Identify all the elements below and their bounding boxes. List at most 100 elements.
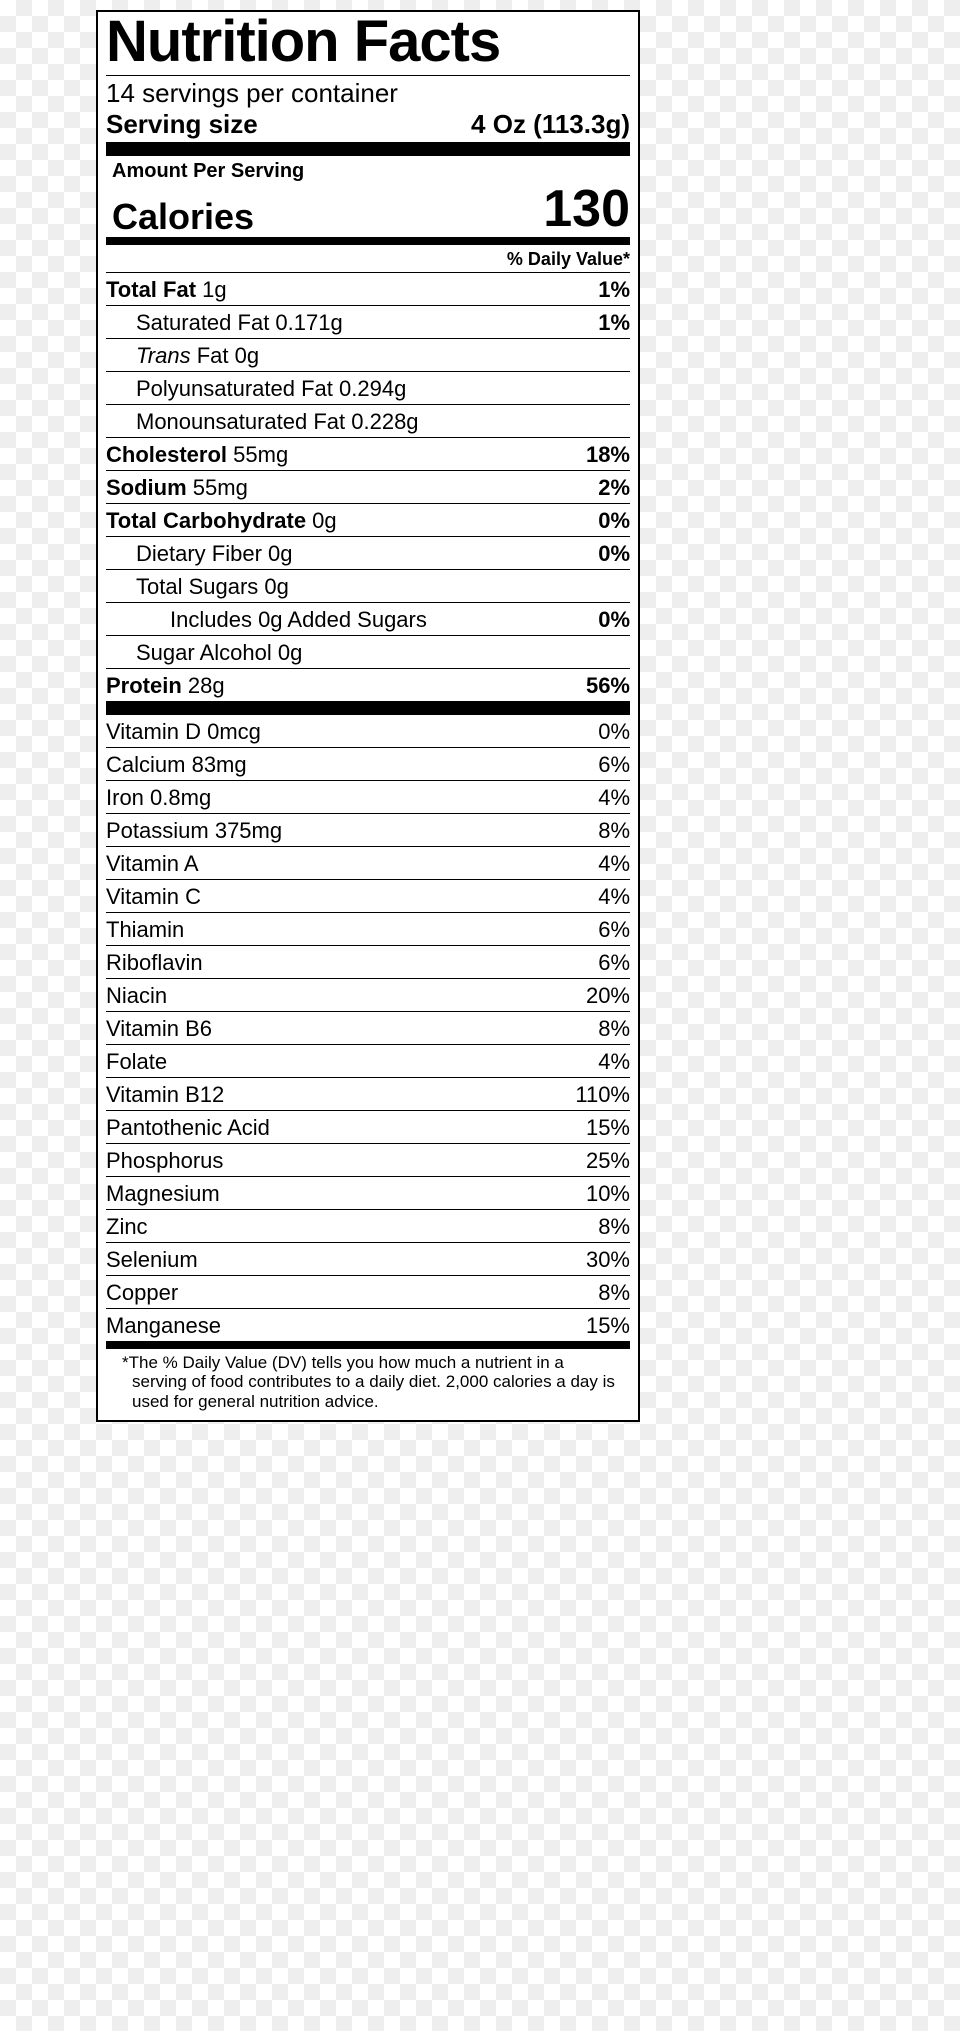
nutrient-left: Polyunsaturated Fat 0.294g [106,376,406,402]
nutrient-dv: 18% [586,442,630,468]
nutrient-name: Vitamin A [106,851,199,876]
nutrient-dv: 0% [598,508,630,534]
nutrient-left: Total Sugars 0g [106,574,289,600]
nutrient-amount: 0mcg [201,719,261,744]
nutrient-name: Trans Fat [136,343,229,368]
nutrient-dv: 6% [598,950,630,976]
nutrient-name: Pantothenic Acid [106,1115,270,1140]
macronutrient-row: Saturated Fat 0.171g1% [106,306,630,339]
nutrient-dv: 4% [598,1049,630,1075]
nutrient-left: Riboflavin [106,950,203,976]
nutrient-name: Phosphorus [106,1148,223,1173]
macronutrient-row: Monounsaturated Fat 0.228g [106,405,630,438]
micronutrient-row: Vitamin A4% [106,847,630,880]
nutrient-left: Phosphorus [106,1148,223,1174]
micronutrients-section: Vitamin D 0mcg0%Calcium 83mg6%Iron 0.8mg… [106,715,630,1341]
nutrient-left: Potassium 375mg [106,818,282,844]
micronutrient-row: Niacin20% [106,979,630,1012]
title: Nutrition Facts [106,12,630,76]
nutrient-name: Vitamin D [106,719,201,744]
divider-thick [106,701,630,715]
micronutrient-row: Phosphorus 25% [106,1144,630,1177]
nutrient-amount: 0.294g [333,376,406,401]
nutrient-name: Cholesterol [106,442,227,467]
micronutrient-row: Riboflavin 6% [106,946,630,979]
nutrient-dv: 0% [598,607,630,633]
micronutrient-row: Manganese15% [106,1309,630,1341]
nutrient-name: Sodium [106,475,187,500]
nutrient-name: Saturated Fat [136,310,269,335]
nutrient-name: Monounsaturated Fat [136,409,345,434]
nutrient-left: Magnesium [106,1181,220,1207]
nutrient-amount: 1g [196,277,227,302]
nutrient-left: Manganese [106,1313,221,1339]
nutrient-amount: 0g [306,508,337,533]
micronutrient-row: Pantothenic Acid15% [106,1111,630,1144]
nutrient-name: Total Fat [106,277,196,302]
nutrient-amount: 55mg [227,442,288,467]
macronutrients-section: Total Fat 1g1%Saturated Fat 0.171g1%Tran… [106,273,630,701]
nutrient-name: Vitamin B6 [106,1016,212,1041]
nutrient-left: Vitamin B6 [106,1016,212,1042]
nutrient-name: Manganese [106,1313,221,1338]
nutrient-left: Sugar Alcohol 0g [106,640,302,666]
nutrient-left: Protein 28g [106,673,225,699]
nutrient-name: Total Sugars [136,574,258,599]
micronutrient-row: Selenium30% [106,1243,630,1276]
micronutrient-row: Potassium 375mg 8% [106,814,630,847]
divider-medium [106,1341,630,1349]
nutrient-name: Includes [170,607,252,632]
nutrient-left: Total Fat 1g [106,277,227,303]
nutrient-left: Zinc [106,1214,148,1240]
nutrient-left: Vitamin A [106,851,199,877]
macronutrient-row: Sodium 55mg2% [106,471,630,504]
nutrient-dv: 10% [586,1181,630,1207]
nutrient-name: Riboflavin [106,950,203,975]
serving-size-value: 4 Oz (113.3g) [471,109,630,140]
nutrient-left: Monounsaturated Fat 0.228g [106,409,419,435]
nutrient-name: Copper [106,1280,178,1305]
footnote: *The % Daily Value (DV) tells you how mu… [106,1349,630,1414]
nutrient-dv: 8% [598,1280,630,1306]
amount-per-serving: Amount Per Serving [106,156,630,183]
nutrient-left: Sodium 55mg [106,475,248,501]
nutrient-left: Vitamin D 0mcg [106,719,261,745]
nutrition-facts-panel: Nutrition Facts 14 servings per containe… [96,10,640,1422]
nutrient-dv: 8% [598,818,630,844]
nutrient-dv: 25% [586,1148,630,1174]
nutrient-dv: 8% [598,1016,630,1042]
divider-thick [106,142,630,156]
calories-label: Calories [112,199,254,235]
nutrient-amount: 28g [182,673,225,698]
macronutrient-row: Polyunsaturated Fat 0.294g [106,372,630,405]
nutrient-left: Vitamin C [106,884,201,910]
macronutrient-row: Dietary Fiber 0g0% [106,537,630,570]
micronutrient-row: Zinc8% [106,1210,630,1243]
nutrient-amount: 55mg [187,475,248,500]
macronutrient-row: Total Fat 1g1% [106,273,630,306]
nutrient-left: Niacin [106,983,167,1009]
nutrient-amount: 83mg [185,752,246,777]
nutrient-name: Sugar Alcohol [136,640,272,665]
macronutrient-row: Includes 0g Added Sugars0% [106,603,630,636]
nutrient-left: Dietary Fiber 0g [106,541,293,567]
serving-size-row: Serving size 4 Oz (113.3g) [106,109,630,142]
nutrient-dv: 4% [598,785,630,811]
calories-value: 130 [543,183,630,235]
micronutrient-row: Vitamin B6 8% [106,1012,630,1045]
nutrient-left: Calcium 83mg [106,752,247,778]
nutrient-dv: 6% [598,752,630,778]
nutrient-name: Folate [106,1049,167,1074]
divider-medium [106,237,630,245]
nutrient-name: Thiamin [106,917,184,942]
nutrient-name: Vitamin C [106,884,201,909]
macronutrient-row: Trans Fat 0g [106,339,630,372]
nutrient-left: Iron 0.8mg [106,785,211,811]
nutrient-name: Dietary Fiber [136,541,262,566]
nutrient-name: Polyunsaturated Fat [136,376,333,401]
nutrient-dv: 30% [586,1247,630,1273]
nutrient-amount: 0.8mg [144,785,211,810]
nutrient-dv: 4% [598,884,630,910]
nutrient-left: Folate [106,1049,167,1075]
nutrient-dv: 110% [575,1082,630,1108]
